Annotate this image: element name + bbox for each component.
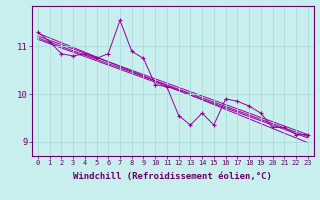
X-axis label: Windchill (Refroidissement éolien,°C): Windchill (Refroidissement éolien,°C) — [73, 172, 272, 181]
